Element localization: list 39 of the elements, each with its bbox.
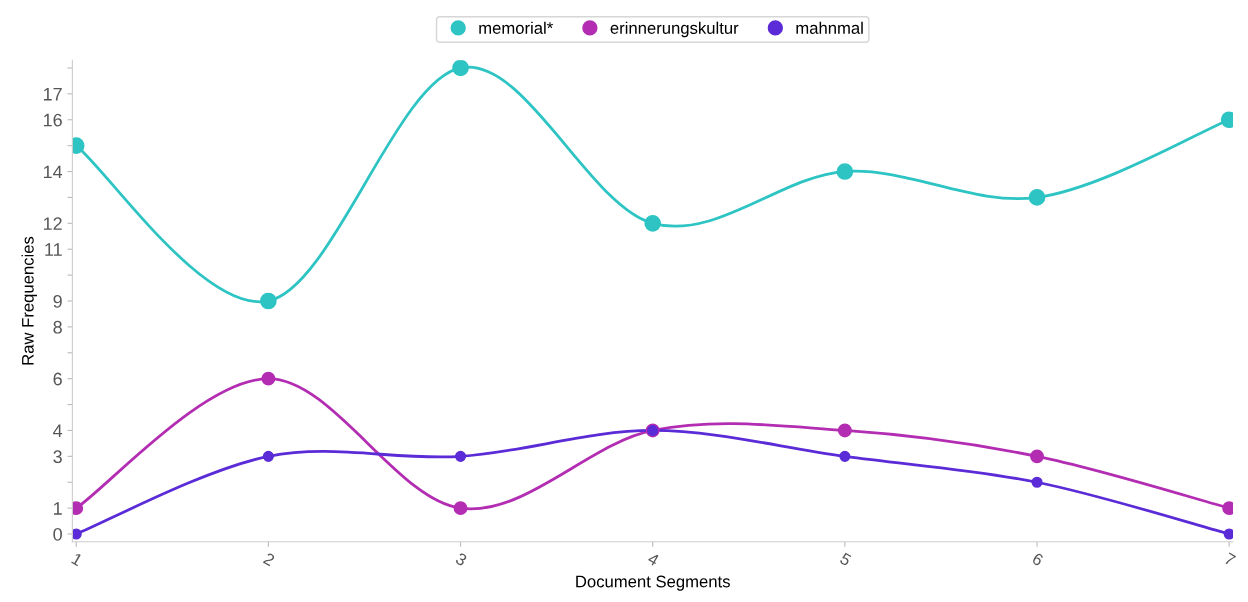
point [453, 501, 468, 516]
y-tick-label: 3 [53, 450, 62, 464]
point [260, 292, 277, 310]
y-tick-label: 14 [43, 165, 63, 179]
point [262, 450, 274, 462]
point [837, 423, 852, 438]
point [261, 371, 276, 386]
point [1028, 189, 1046, 206]
x-tick-label: 7 [1223, 552, 1237, 567]
y-tick-label: 11 [45, 243, 62, 256]
y-tick-label: 16 [43, 113, 62, 127]
legend-label: mahnmal [796, 21, 863, 34]
x-tick-label: 6 [1031, 552, 1045, 567]
x-tick-label: 1 [71, 552, 84, 567]
point [1223, 528, 1234, 540]
y-tick-label: 0 [53, 527, 62, 541]
point [839, 450, 851, 462]
point [644, 214, 662, 232]
y-tick-label: 17 [43, 87, 62, 101]
point [1031, 476, 1043, 488]
x-tick-label: 3 [454, 552, 468, 567]
point [452, 60, 469, 77]
point [836, 163, 854, 180]
y-tick-label: 4 [53, 424, 63, 437]
y-tick-label: 9 [53, 294, 62, 308]
y-tick-label: 6 [53, 372, 62, 386]
y-axis-title: Raw Frequencies [21, 236, 38, 365]
x-tick-label: 2 [262, 552, 276, 567]
x-axis-title: Document Segments [576, 575, 730, 591]
legend-label: erinnerungskultur [610, 21, 739, 38]
x-tick-label: 5 [839, 552, 852, 567]
point [72, 528, 82, 540]
x-tick-label: 4 [646, 552, 660, 567]
legend-label: memorial* [479, 21, 553, 34]
y-tick-label: 12 [43, 217, 62, 230]
point [454, 450, 467, 462]
point [1030, 449, 1044, 464]
y-tick-label: 8 [53, 320, 62, 334]
y-tick-label: 1 [54, 502, 62, 515]
